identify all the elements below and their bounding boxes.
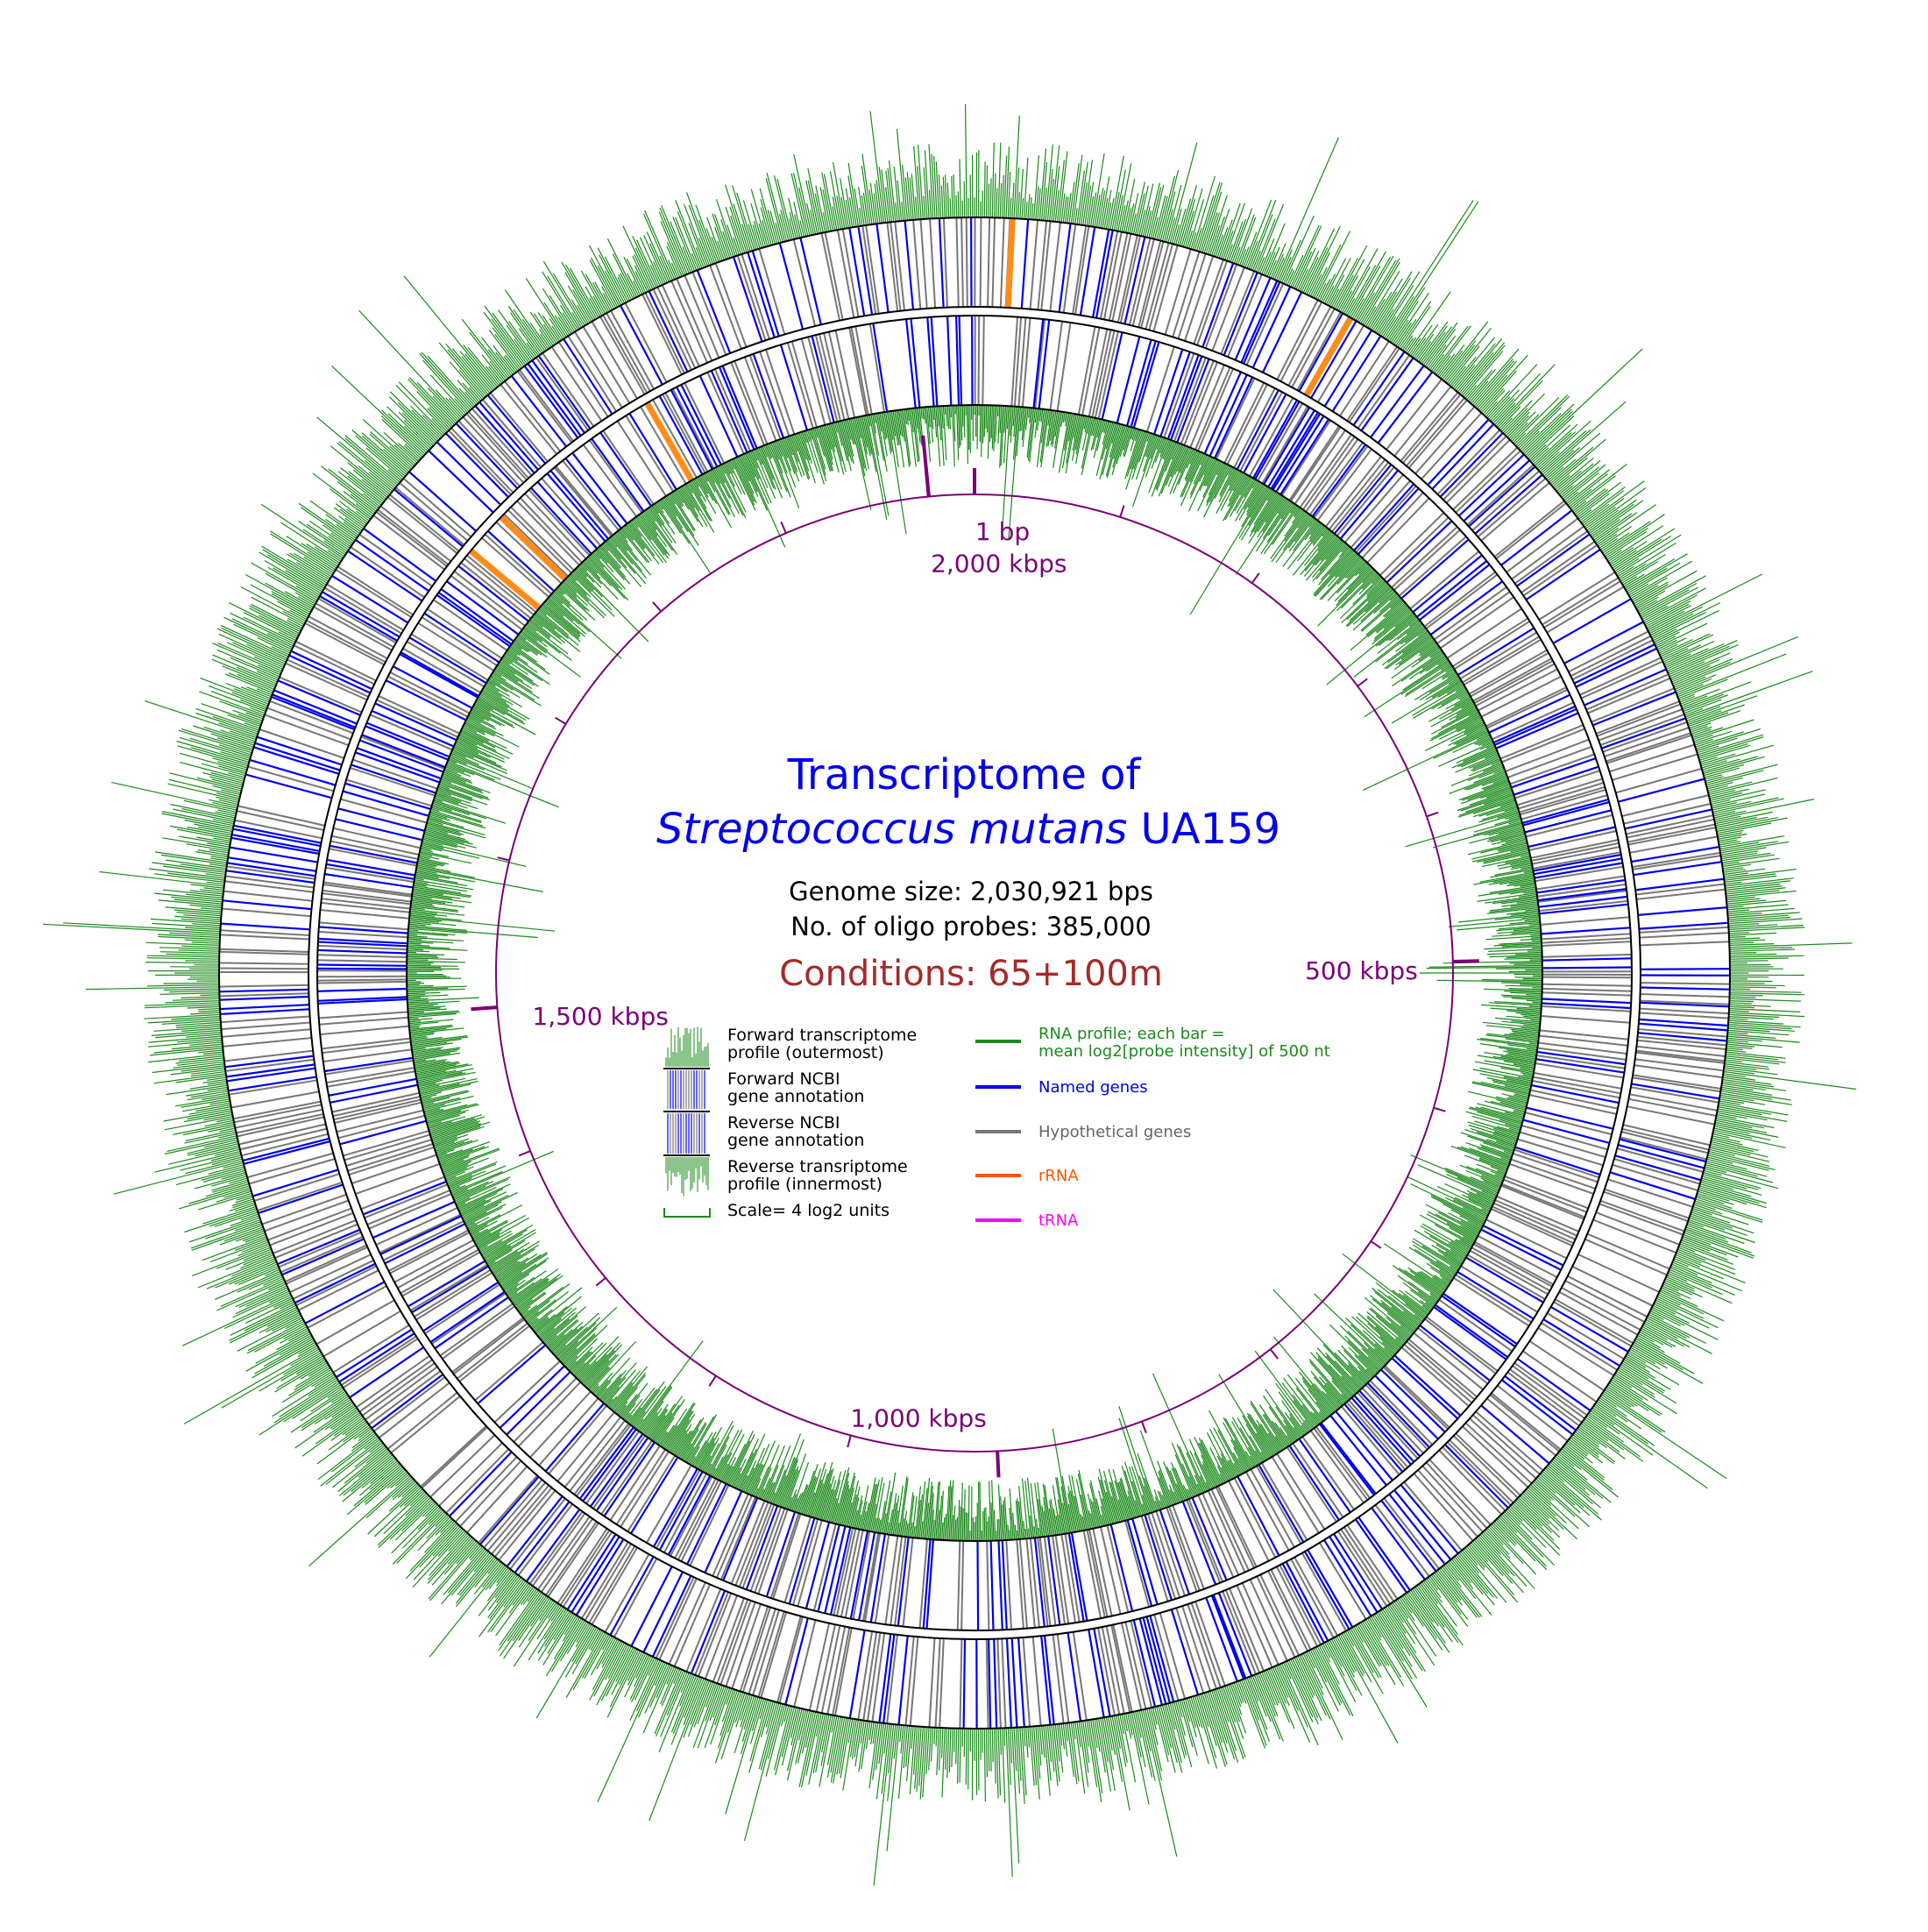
minor-tick <box>1269 1348 1279 1360</box>
legend-hypothetical-label: Hypothetical genes <box>1038 1123 1191 1141</box>
reverse-gene-track <box>316 315 1633 1631</box>
reverse-profile-bars <box>406 404 1543 1542</box>
track-borders <box>218 217 1731 1730</box>
genome-axis: 1 bp 500 kbps 1,000 kbps 1,500 kbps 2,000 kb… <box>471 435 1479 1478</box>
minor-tick <box>1357 678 1368 687</box>
legend-fwd-profile-label: Forward transcriptome profile (outermost… <box>727 1026 922 1062</box>
rrna-mark <box>468 548 542 611</box>
minor-tick <box>1426 811 1439 818</box>
species-name: Streptococcus mutans <box>656 805 1127 854</box>
legend-fwd-gene-swatch <box>663 1068 710 1109</box>
minor-tick <box>595 1276 606 1287</box>
major-tick <box>1452 959 1479 963</box>
legend-fwd-profile-line1: Forward transcriptome <box>727 1026 917 1045</box>
legend-rev-profile-line1: Reverse transriptome <box>727 1157 908 1176</box>
major-tick <box>921 435 931 497</box>
legend-scale-swatch <box>663 1208 711 1218</box>
legend-rev-profile-swatch <box>665 1157 709 1197</box>
swatch-hypothetical-genes <box>667 1070 703 1109</box>
conditions-label: Conditions: 65+100m <box>779 954 1163 994</box>
legend-rev-gene-label: Reverse NCBI gene annotation <box>727 1113 864 1150</box>
legend-trna-label: tRNA <box>1038 1211 1079 1230</box>
swatch-named-genes <box>667 1113 705 1154</box>
legend-fwd-gene-line2: gene annotation <box>727 1087 864 1106</box>
forward-profile-bars <box>42 103 1857 1886</box>
swatch-hypothetical-genes <box>670 1113 703 1154</box>
legend-fwd-profile-swatch <box>665 1026 709 1067</box>
minor-tick <box>497 856 510 862</box>
track-legend: Forward transcriptome profile (outermost… <box>663 1026 922 1220</box>
rrna-mark <box>1004 217 1016 309</box>
swatch-profile-bars <box>665 1157 709 1197</box>
minor-tick <box>1251 572 1260 584</box>
legend-rev-gene-line1: Reverse NCBI <box>727 1113 840 1133</box>
swatch-named-genes <box>670 1070 705 1109</box>
named-gene-marks <box>219 217 1731 1730</box>
minor-tick <box>1433 1106 1446 1112</box>
major-tick <box>996 1451 1001 1478</box>
named-gene-marks <box>316 315 1633 1631</box>
title-line-2: Streptococcus mutans UA159 <box>656 805 1280 854</box>
legend-named-label: Named genes <box>1038 1078 1148 1097</box>
axis-tick-label: 500 kbps <box>1305 956 1418 985</box>
minor-tick <box>1140 1421 1147 1434</box>
track-border-ring <box>218 217 1731 1730</box>
legend-rna-label: RNA profile; each bar = mean log2[probe … <box>1038 1025 1330 1061</box>
legend-rna-line2: mean log2[probe intensity] of 500 nt <box>1038 1042 1330 1061</box>
minor-tick <box>708 1374 717 1387</box>
color-legend: RNA profile; each bar = mean log2[probe … <box>975 1025 1330 1230</box>
minor-tick <box>1370 1240 1382 1249</box>
axis-tick-label: 2,000 kbps <box>931 550 1067 579</box>
track-border-ring <box>316 315 1633 1631</box>
hypothetical-gene-marks <box>316 315 1633 1630</box>
minor-tick <box>1119 505 1125 518</box>
legend-rev-profile-label: Reverse transriptome profile (innermost) <box>727 1157 913 1194</box>
axis-tick-label: 1,000 kbps <box>850 1403 986 1432</box>
rrna-mark <box>1303 316 1354 397</box>
hypothetical-gene-marks <box>218 217 1730 1729</box>
probe-count: No. of oligo probes: 385,000 <box>790 912 1151 941</box>
reverse-transcriptome-profile <box>406 404 1543 1542</box>
track-border-ring <box>308 306 1641 1640</box>
rrna-mark <box>644 401 695 482</box>
legend-rrna-label: rRNA <box>1038 1167 1079 1185</box>
legend-rev-profile-line2: profile (innermost) <box>727 1175 882 1194</box>
axis-tick-label: 1 bp <box>975 517 1030 546</box>
legend-rev-gene-swatch <box>663 1111 710 1156</box>
legend-rev-gene-line2: gene annotation <box>727 1131 864 1150</box>
legend-fwd-profile-line2: profile (outermost) <box>727 1043 884 1062</box>
rrna-mark <box>499 515 568 582</box>
legend-fwd-gene-label: Forward NCBI gene annotation <box>727 1069 864 1106</box>
minor-tick <box>555 716 567 725</box>
axis-tick-label: 1,500 kbps <box>532 1002 668 1031</box>
legend-scale-label: Scale= 4 log2 units <box>727 1201 890 1220</box>
genome-size: Genome size: 2,030,921 bps <box>789 877 1153 906</box>
minor-tick <box>652 601 663 613</box>
forward-transcriptome-profile <box>42 103 1857 1886</box>
forward-gene-track <box>218 217 1731 1730</box>
minor-tick <box>847 1435 852 1448</box>
title-line-1: Transcriptome of <box>787 750 1142 799</box>
minor-tick <box>518 1150 531 1157</box>
track-border-ring <box>406 404 1543 1542</box>
legend-fwd-gene-line1: Forward NCBI <box>727 1069 840 1089</box>
major-tick <box>471 1005 498 1012</box>
minor-tick <box>780 521 787 534</box>
swatch-profile-bars <box>665 1026 709 1067</box>
strain-name: UA159 <box>1127 805 1280 854</box>
legend-rna-line1: RNA profile; each bar = <box>1038 1025 1224 1043</box>
